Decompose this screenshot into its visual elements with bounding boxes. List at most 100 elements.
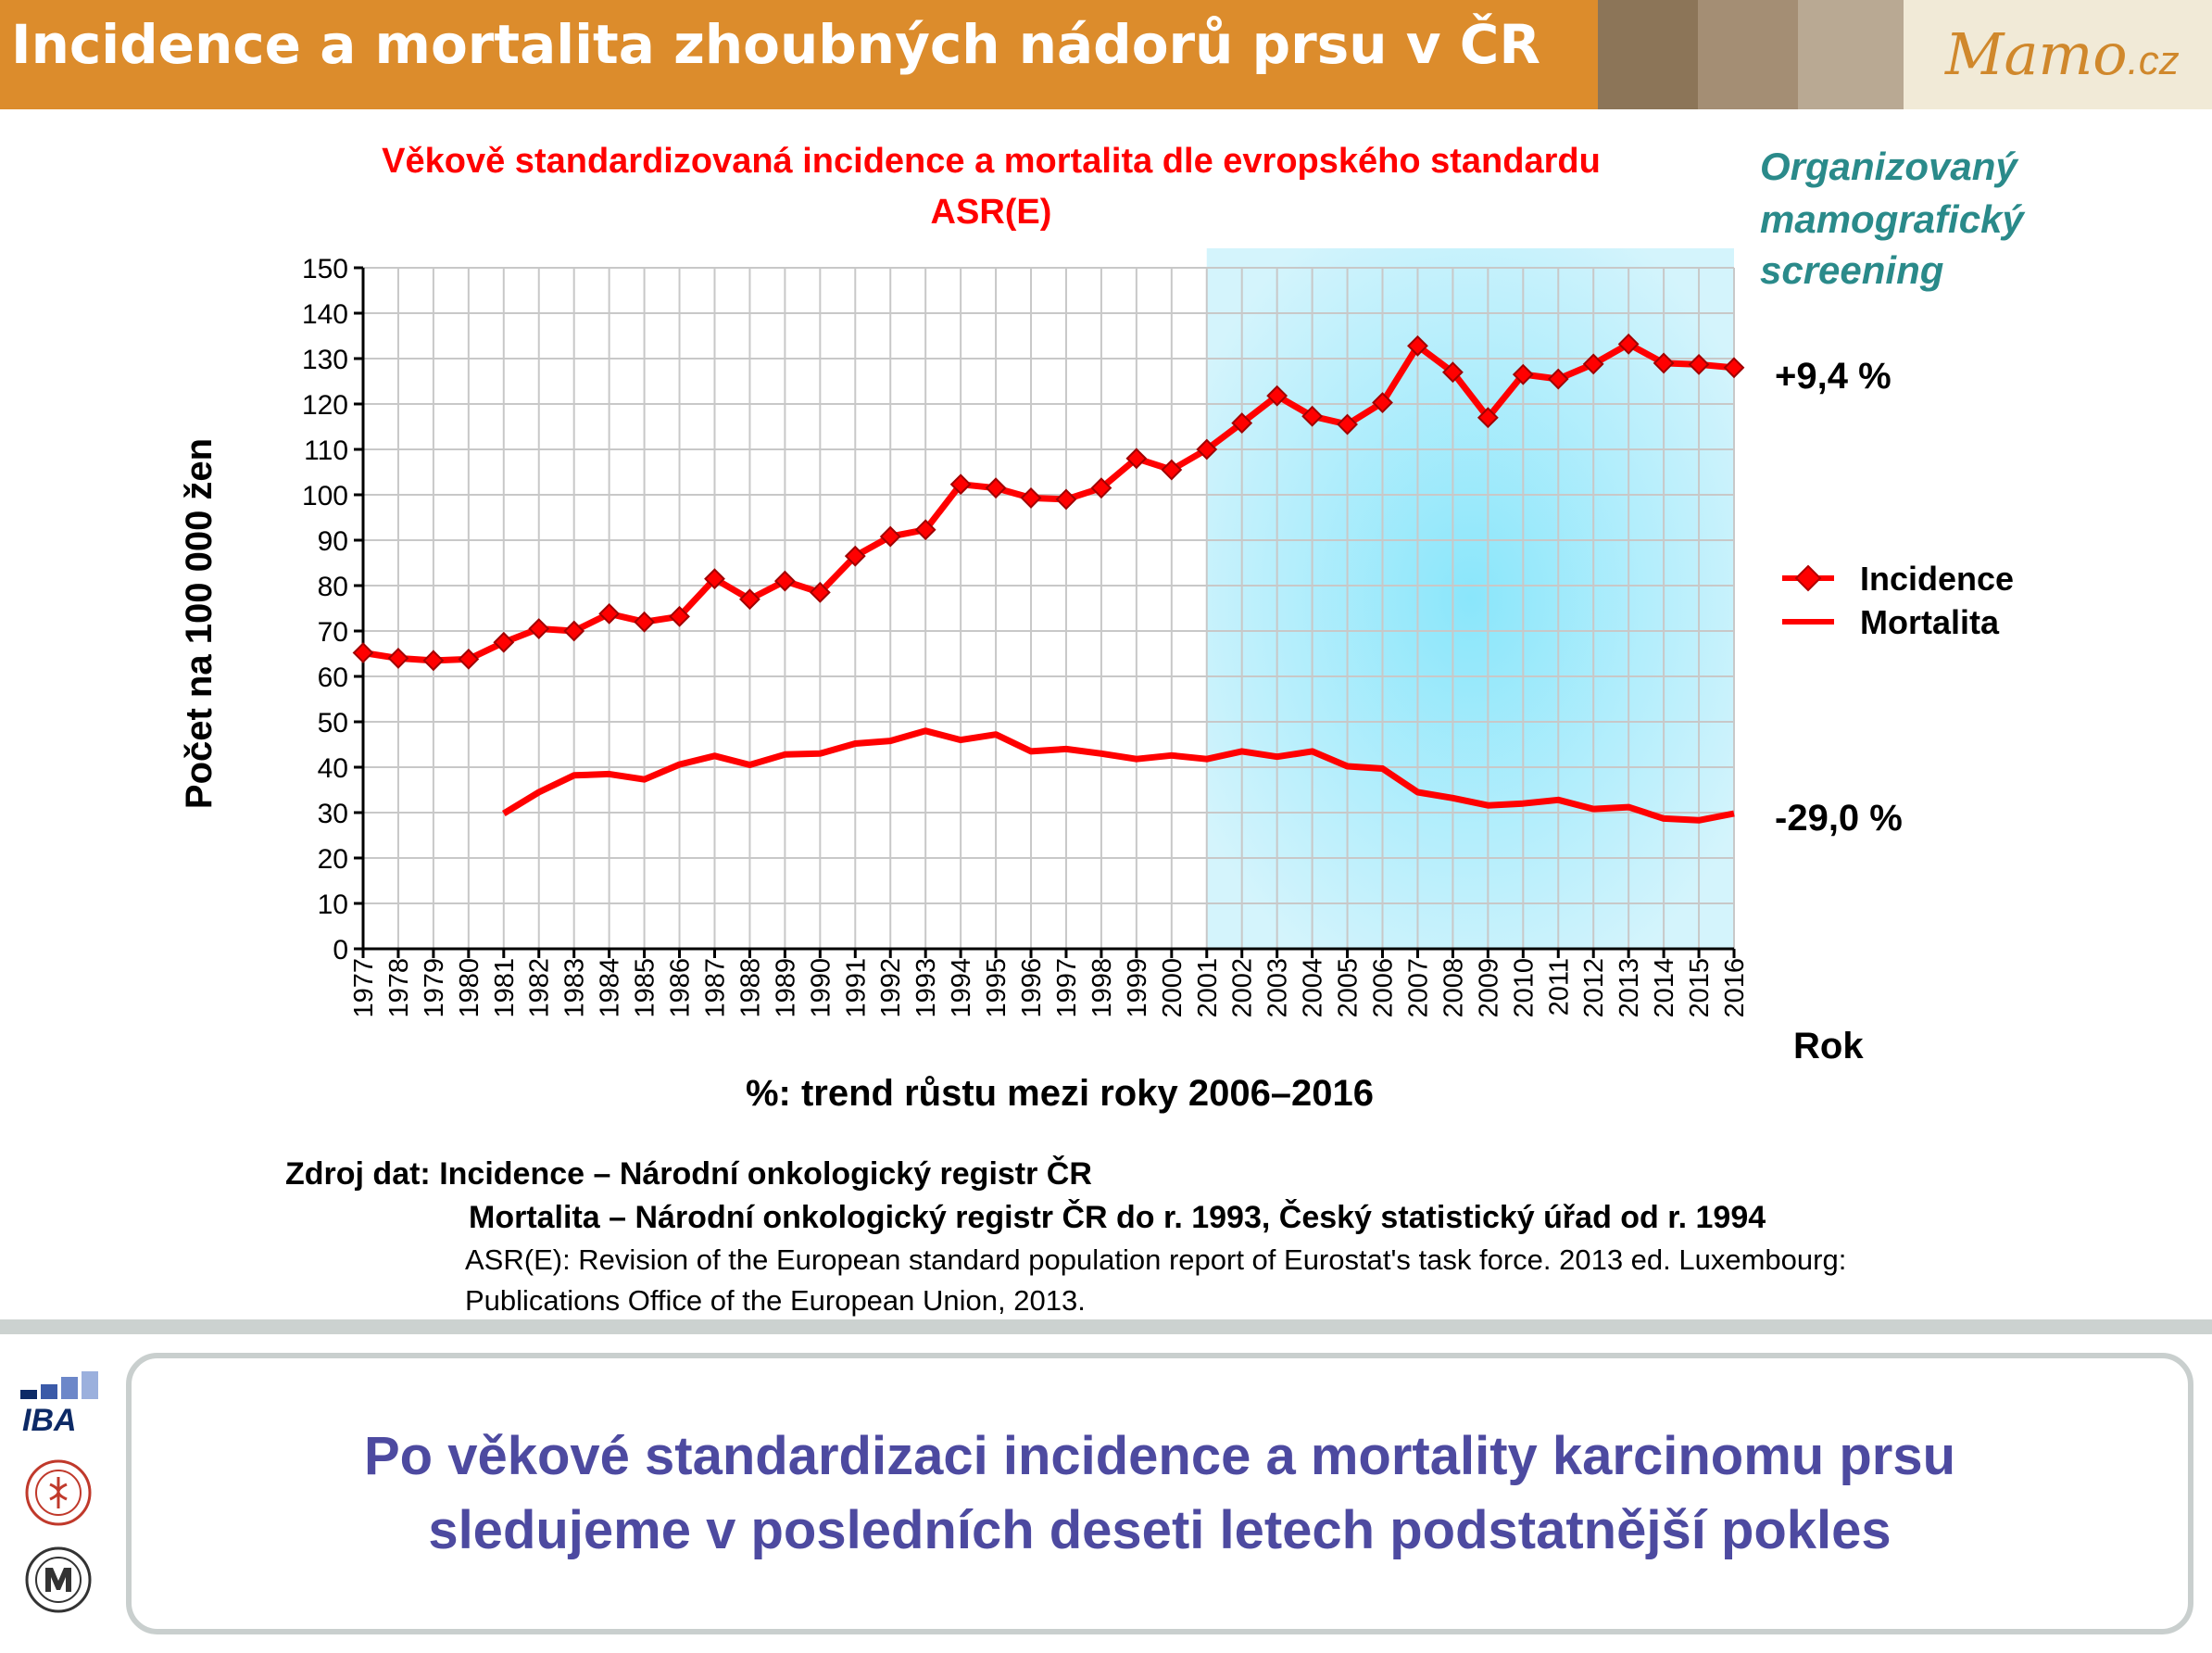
- y-tick-label: 110: [304, 435, 348, 466]
- y-tick-label: 0: [333, 935, 348, 965]
- x-tick-label: 2005: [1334, 958, 1364, 1018]
- series-line-mortalita: [501, 727, 1735, 824]
- data-point-incidence: [493, 631, 515, 653]
- decorative-stripe: [1798, 0, 1904, 109]
- data-point-incidence: [773, 570, 796, 592]
- x-tick-label: 2009: [1474, 958, 1503, 1018]
- y-tick-label: 50: [318, 708, 348, 738]
- data-point-incidence: [914, 519, 936, 541]
- x-tick-label: 1995: [982, 958, 1012, 1018]
- source-line-2: Mortalita – Národní onkologický registr …: [469, 1199, 1766, 1235]
- screening-label-line-3: screening: [1760, 248, 1943, 292]
- legend-mortalita-label: Mortalita: [1860, 603, 2000, 641]
- iba-logo-text: IBA: [22, 1403, 77, 1438]
- conclusion-line-1: Po věkové standardizaci incidence a mort…: [363, 1426, 1956, 1486]
- mamo-logo-main: Mamo: [1945, 20, 2128, 88]
- source-line-4: Publications Office of the European Unio…: [465, 1284, 1086, 1317]
- page-title: Incidence a mortalita zhoubných nádorů p…: [11, 13, 1540, 76]
- x-tick-label: 2003: [1263, 958, 1293, 1018]
- header-bar: Incidence a mortalita zhoubných nádorů p…: [0, 0, 2212, 109]
- data-point-incidence: [1020, 487, 1042, 509]
- x-tick-label: 1987: [700, 958, 730, 1018]
- x-tick-label: 2008: [1439, 958, 1468, 1018]
- data-point-incidence: [458, 648, 480, 670]
- conclusion-box: [126, 1353, 2193, 1634]
- data-point-incidence: [844, 545, 866, 567]
- chart-title-line-1: Věkově standardizovaná incidence a morta…: [382, 142, 1601, 181]
- data-point-incidence: [1372, 392, 1393, 413]
- x-tick-label: 2006: [1369, 958, 1399, 1018]
- data-point-incidence: [1653, 352, 1675, 374]
- x-tick-label: 2004: [1299, 958, 1328, 1018]
- source-line-3: ASR(E): Revision of the European standar…: [465, 1243, 1846, 1276]
- y-tick-label: 120: [302, 390, 348, 421]
- data-point-incidence: [1231, 412, 1253, 434]
- x-tick-label: 2012: [1579, 958, 1609, 1018]
- x-axis-label: Rok: [1793, 1026, 1864, 1066]
- data-point-incidence: [1055, 488, 1077, 511]
- x-tick-label: 1977: [349, 958, 379, 1018]
- x-tick-label: 1978: [384, 958, 414, 1018]
- conclusion-line-2: sledujeme v posledních deseti letech pod…: [428, 1500, 1892, 1560]
- y-tick-label: 80: [318, 572, 348, 602]
- data-point-incidence: [1723, 357, 1745, 379]
- logo-panel: [1904, 0, 2212, 109]
- x-tick-label: 1994: [947, 958, 976, 1018]
- y-tick-label: 20: [318, 844, 348, 875]
- y-tick-label: 90: [318, 526, 348, 557]
- y-tick-label: 100: [302, 481, 348, 511]
- data-point-incidence: [422, 650, 445, 672]
- data-point-incidence: [1125, 448, 1148, 470]
- x-tick-label: 1993: [911, 958, 941, 1018]
- y-tick-labels: 0 10 20 30 40 50 60 70 80 90 100 110 120 130 140 150: [302, 254, 363, 965]
- chart: 0 10 20 30 40 50 60 70 80 90 100 110 120 130 140 150 19…: [179, 142, 2026, 1317]
- x-tick-label: 1992: [876, 958, 906, 1018]
- y-tick-label: 140: [302, 299, 348, 330]
- series-line-incidence: [362, 340, 1735, 664]
- mamo-logo-suffix: .cz: [2127, 38, 2180, 83]
- data-point-incidence: [739, 588, 760, 611]
- x-tick-label: 1991: [841, 958, 871, 1018]
- decorative-stripe: [1698, 0, 1798, 109]
- x-tick-label: 1979: [420, 958, 449, 1018]
- mortality-trend-label: -29,0 %: [1775, 798, 1903, 839]
- trend-note: %: trend růstu mezi roky 2006–2016: [746, 1073, 1374, 1114]
- data-point-incidence: [1196, 438, 1218, 461]
- x-tick-label: 1988: [735, 958, 765, 1018]
- data-point-incidence: [1407, 334, 1428, 357]
- x-tick-label: 1996: [1017, 958, 1047, 1018]
- legend-incidence-label: Incidence: [1860, 560, 2014, 598]
- x-tick-label: 2014: [1650, 958, 1679, 1018]
- data-point-incidence: [634, 611, 656, 633]
- x-tick-label: 2002: [1228, 958, 1258, 1018]
- x-tick-label: 2000: [1158, 958, 1188, 1018]
- iba-logo-bars: [20, 1371, 98, 1399]
- incidence-trend-label: +9,4 %: [1775, 356, 1892, 397]
- y-axis-label: Počet na 100 000 žen: [179, 438, 220, 809]
- university-seal-icon: [25, 1546, 92, 1613]
- x-tick-labels: 1977 1978 1979 1980 1981 1982 1983 1984 1985 1986…: [349, 949, 1750, 1018]
- x-tick-label: 2001: [1193, 958, 1223, 1018]
- data-point-incidence: [352, 642, 374, 663]
- x-tick-label: 2010: [1509, 958, 1539, 1018]
- source-line-1: Zdroj dat: Incidence – Národní onkologic…: [285, 1155, 1092, 1192]
- x-tick-label: 2016: [1720, 958, 1750, 1018]
- data-point-incidence: [387, 647, 409, 669]
- y-tick-label: 150: [302, 254, 348, 284]
- medicine-faculty-seal-icon: [25, 1459, 92, 1526]
- decorative-stripe: [1598, 0, 1698, 109]
- chart-title-line-2: ASR(E): [931, 193, 1052, 232]
- data-point-incidence: [1582, 353, 1604, 375]
- data-point-incidence: [809, 581, 831, 603]
- x-tick-label: 1984: [596, 958, 625, 1018]
- screening-label-line-1: Organizovaný: [1760, 145, 2019, 188]
- x-tick-label: 2015: [1685, 958, 1715, 1018]
- data-point-incidence: [1161, 459, 1183, 481]
- x-tick-label: 1997: [1052, 958, 1082, 1018]
- source-note: Zdroj dat: Incidence – Národní onkologic…: [285, 1155, 1846, 1317]
- y-tick-label: 60: [318, 662, 348, 693]
- header-title-bar: Incidence a mortalita zhoubných nádorů p…: [0, 0, 1598, 109]
- mamo-logo: Mamo.cz: [1945, 20, 2180, 88]
- x-tick-label: 1989: [771, 958, 800, 1018]
- data-point-incidence: [1301, 405, 1324, 427]
